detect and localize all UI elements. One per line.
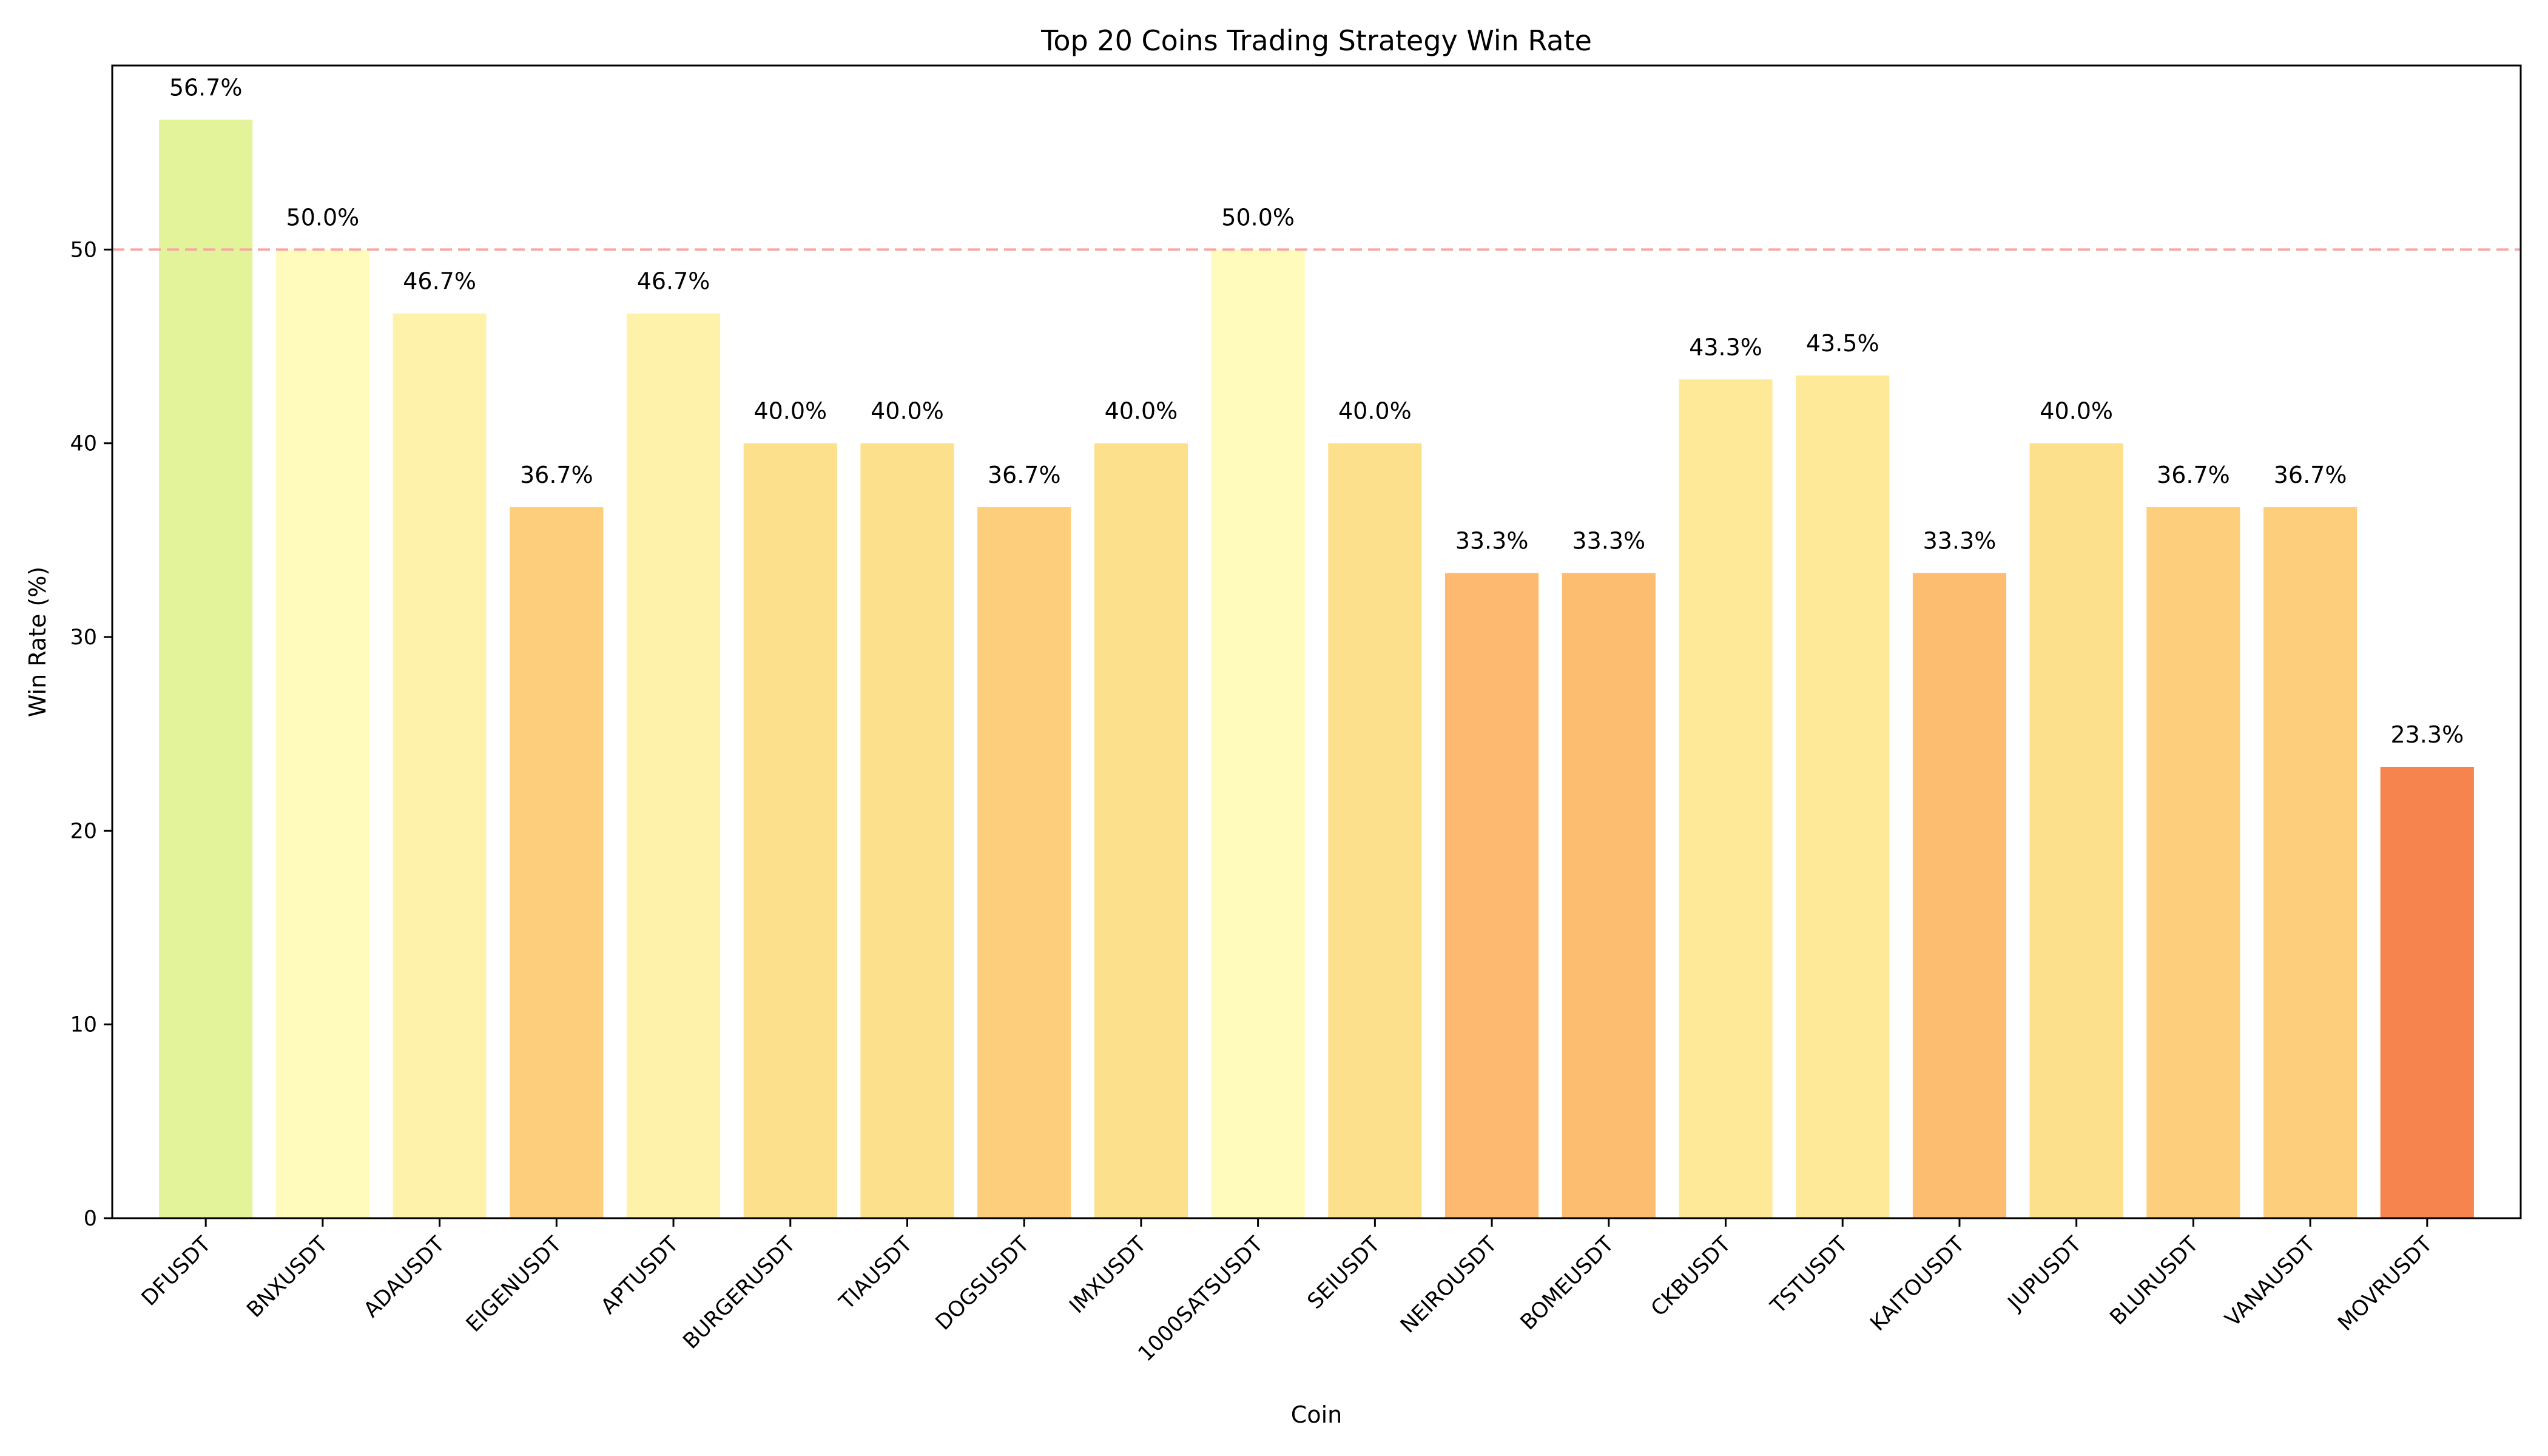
bar-seiusdt: [1328, 443, 1422, 1218]
bar-kaitousdt: [1912, 573, 2007, 1218]
y-tick-label: 0: [84, 1207, 97, 1231]
bar-jupusdt: [2029, 443, 2123, 1218]
data-label-imxusdt: 40.0%: [1105, 398, 1178, 425]
bar-adausdt: [393, 313, 487, 1218]
data-label-neirousdt: 33.3%: [1455, 528, 1529, 554]
bar-movrusdt: [2380, 766, 2474, 1218]
bar-bnxusdt: [275, 249, 369, 1219]
y-axis-label: Win Rate (%): [24, 567, 51, 717]
y-tick-label: 10: [70, 1013, 97, 1037]
bar-tstusdt: [1796, 375, 1890, 1219]
plot-frame: [111, 64, 2522, 1219]
data-label-eigenusdt: 36.7%: [520, 462, 593, 488]
data-label-dogsusdt: 36.7%: [988, 462, 1061, 488]
data-label-seiusdt: 40.0%: [1338, 398, 1412, 425]
data-label-adausdt: 46.7%: [403, 268, 476, 295]
bar-aptusdt: [626, 313, 721, 1218]
bar-ckbusdt: [1679, 379, 1773, 1218]
bar-imxusdt: [1094, 443, 1188, 1218]
data-label-blurusdt: 36.7%: [2157, 462, 2230, 488]
y-tick-label: 30: [70, 625, 97, 650]
data-label-movrusdt: 23.3%: [2390, 721, 2464, 748]
bars-group: 56.7% 50.0% 46.7% 36.7% 46.7% 40.0% 40.0% 36.7%…: [159, 74, 2474, 1219]
bar-blurusdt: [2146, 507, 2240, 1219]
chart-title: Top 20 Coins Trading Strategy Win Rate: [1040, 24, 1592, 57]
data-label-bomeusdt: 33.3%: [1572, 528, 1645, 554]
bar-dfusdt: [159, 120, 253, 1219]
bar-1000satsusdt: [1211, 249, 1305, 1219]
data-label-jupusdt: 40.0%: [2040, 398, 2113, 425]
bar-eigenusdt: [510, 507, 604, 1219]
y-tick-label: 40: [70, 432, 97, 456]
data-label-tiausdt: 40.0%: [871, 398, 944, 425]
y-axis: 0 10 20 30 40 50: [70, 238, 112, 1231]
bar-dogsusdt: [977, 507, 1071, 1219]
bar-tiausdt: [860, 443, 954, 1218]
x-axis-label: Coin: [1291, 1401, 1342, 1428]
data-label-dfusdt: 56.7%: [169, 74, 243, 101]
data-label-aptusdt: 46.7%: [637, 268, 710, 295]
data-label-burgerusdt: 40.0%: [753, 398, 827, 425]
bar-burgerusdt: [743, 443, 837, 1218]
data-label-ckbusdt: 43.3%: [1689, 334, 1762, 360]
bar-bomeusdt: [1562, 573, 1656, 1218]
bar-vanausdt: [2263, 507, 2358, 1219]
data-label-1000satsusdt: 50.0%: [1221, 204, 1295, 231]
y-tick-label: 20: [70, 819, 97, 843]
data-label-bnxusdt: 50.0%: [286, 204, 360, 231]
data-label-vanausdt: 36.7%: [2274, 462, 2347, 488]
data-label-tstusdt: 43.5%: [1806, 330, 1879, 357]
bar-neirousdt: [1444, 573, 1539, 1218]
data-label-kaitousdt: 33.3%: [1923, 528, 1997, 554]
y-tick-label: 50: [70, 238, 97, 262]
